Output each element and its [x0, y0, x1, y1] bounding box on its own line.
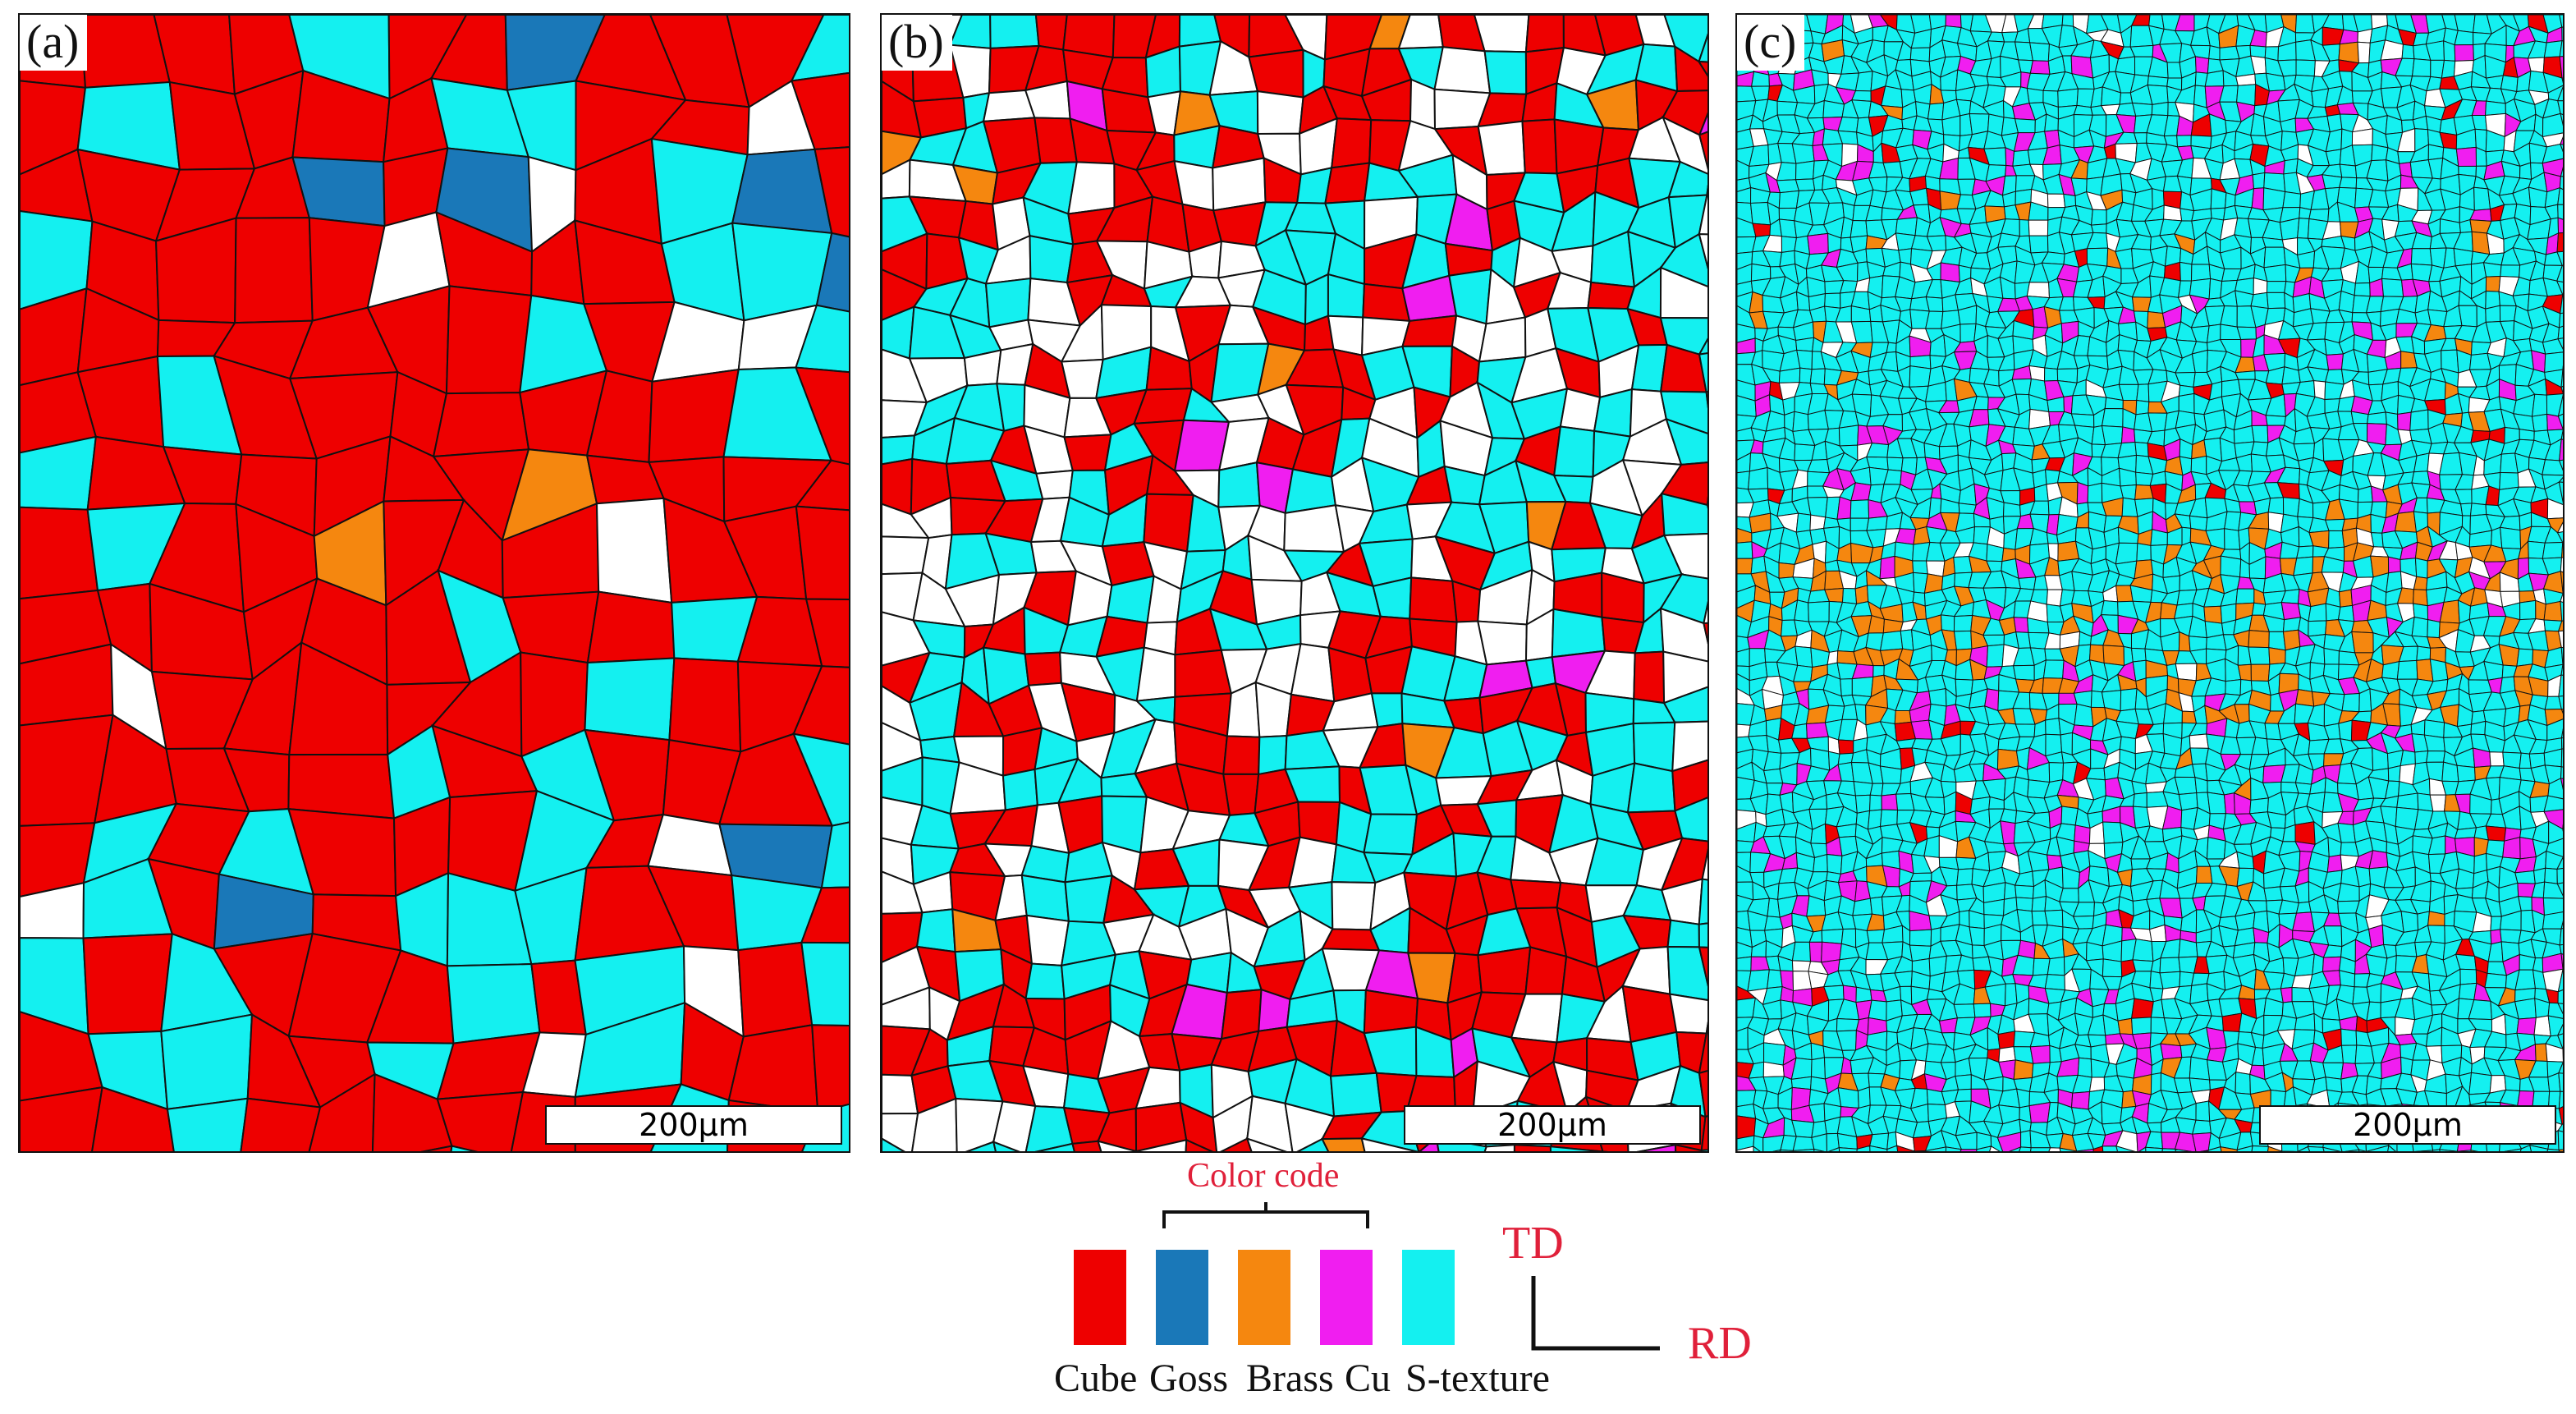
- swatch-brass: [1238, 1250, 1290, 1345]
- legend-label-cube: Cube: [1054, 1357, 1138, 1400]
- texture-map-c: [1737, 15, 2563, 1151]
- rd-td-axes-icon: [1531, 1276, 1660, 1351]
- texture-map-a: [20, 15, 849, 1151]
- swatch-cube: [1074, 1250, 1126, 1345]
- legend-brace: [1162, 1202, 1369, 1228]
- legend-label-cu: Cu: [1345, 1357, 1391, 1400]
- swatch-s-texture: [1402, 1250, 1455, 1345]
- panel-label-a: (a): [20, 15, 88, 71]
- color-code-title: Color code: [1187, 1157, 1340, 1195]
- legend-label-goss: Goss: [1149, 1357, 1229, 1400]
- texture-map-b: [882, 15, 1707, 1151]
- panel-label-c: (c): [1737, 15, 1805, 71]
- ebsd-map-panel-b: (b) 200µm: [880, 13, 1709, 1153]
- scale-bar-c: 200µm: [2259, 1105, 2556, 1145]
- ebsd-map-panel-a: (a) 200µm: [18, 13, 850, 1153]
- color-code-legend: Color code Cube Goss Brass Cu S-texture …: [813, 1150, 1798, 1414]
- panel-label-b: (b): [882, 15, 952, 71]
- swatch-cu: [1320, 1250, 1373, 1345]
- swatch-goss: [1156, 1250, 1208, 1345]
- scale-bar-b: 200µm: [1404, 1105, 1701, 1145]
- rd-axis-label: RD: [1688, 1318, 1752, 1369]
- scale-bar-a: 200µm: [545, 1105, 842, 1145]
- ebsd-map-panel-c: (c) 200µm: [1735, 13, 2565, 1153]
- td-axis-label: TD: [1502, 1218, 1564, 1269]
- legend-label-brass: Brass: [1246, 1357, 1334, 1400]
- legend-label-s-texture: S-texture: [1405, 1357, 1550, 1400]
